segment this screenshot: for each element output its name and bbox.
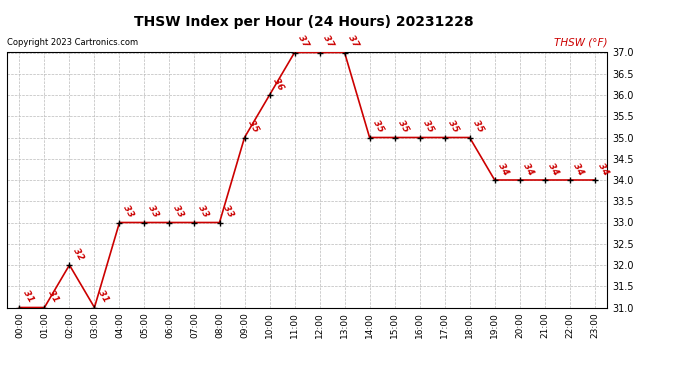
Text: 31: 31: [46, 289, 61, 304]
Text: 37: 37: [346, 34, 361, 49]
Text: THSW (°F): THSW (°F): [553, 38, 607, 47]
Text: 33: 33: [221, 204, 235, 219]
Text: 33: 33: [146, 204, 161, 219]
Text: 35: 35: [246, 119, 261, 134]
Text: 35: 35: [422, 119, 435, 134]
Text: Copyright 2023 Cartronics.com: Copyright 2023 Cartronics.com: [7, 38, 138, 47]
Text: 33: 33: [197, 204, 210, 219]
Text: 35: 35: [446, 119, 461, 134]
Text: 35: 35: [397, 119, 411, 134]
Text: 33: 33: [121, 204, 135, 219]
Text: 35: 35: [372, 119, 386, 134]
Text: 32: 32: [72, 246, 86, 262]
Text: 33: 33: [172, 204, 186, 219]
Text: 35: 35: [472, 119, 486, 134]
Text: 34: 34: [597, 161, 611, 177]
Text: 34: 34: [546, 161, 561, 177]
Text: 34: 34: [497, 161, 511, 177]
Text: 31: 31: [97, 289, 110, 304]
Text: 37: 37: [322, 34, 335, 49]
Text: 36: 36: [272, 76, 286, 92]
Text: 34: 34: [522, 161, 535, 177]
Text: 31: 31: [21, 289, 35, 304]
Text: 37: 37: [297, 34, 310, 49]
Text: THSW Index per Hour (24 Hours) 20231228: THSW Index per Hour (24 Hours) 20231228: [134, 15, 473, 29]
Text: 34: 34: [572, 161, 586, 177]
